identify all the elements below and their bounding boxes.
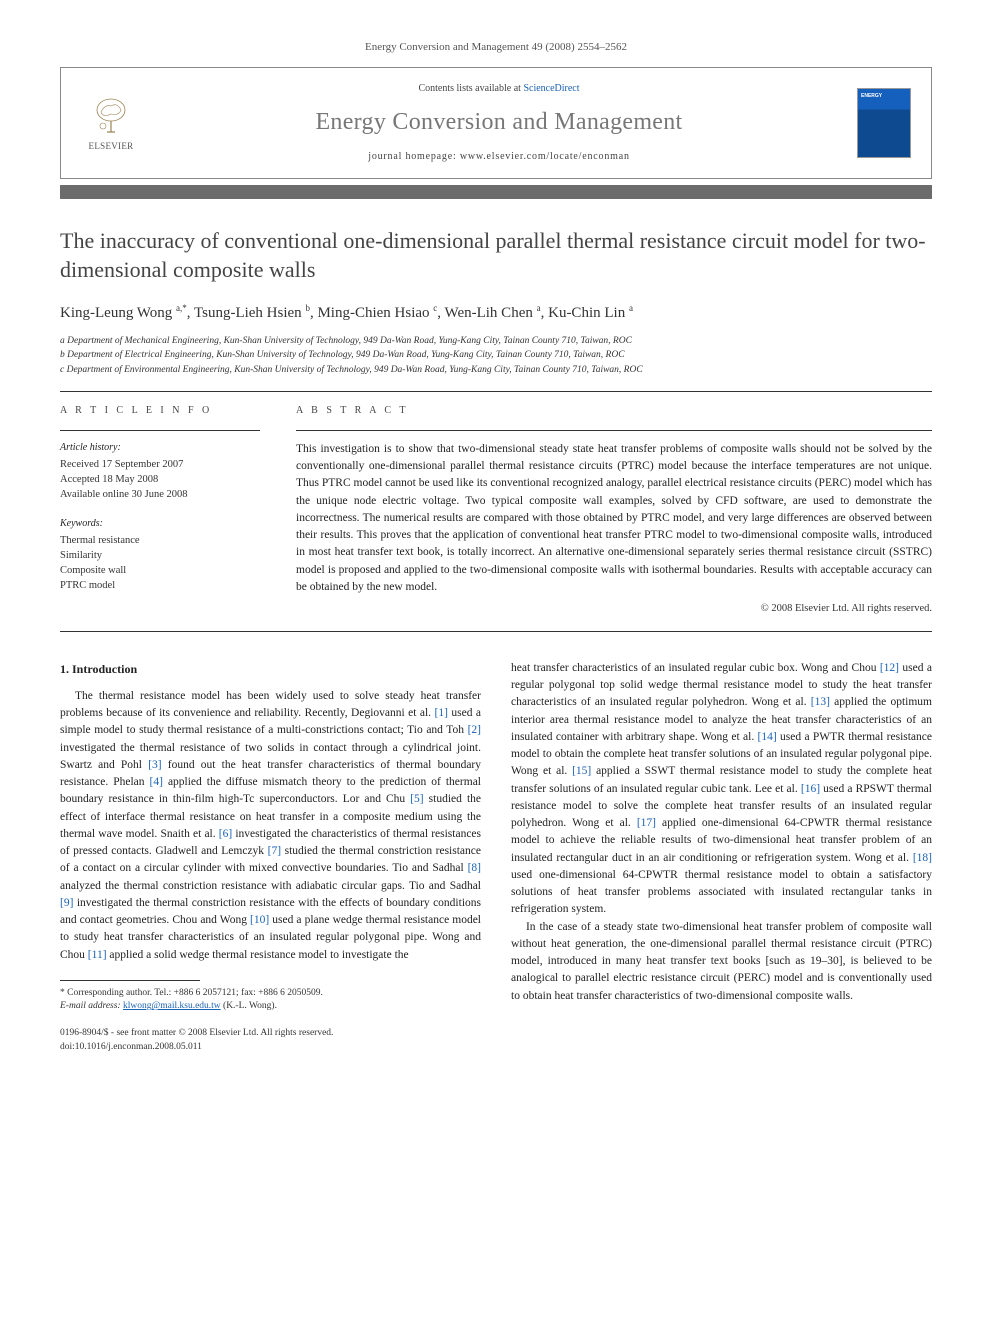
- abstract-text: This investigation is to show that two-d…: [296, 441, 932, 596]
- history-received: Received 17 September 2007: [60, 457, 260, 472]
- elsevier-name: ELSEVIER: [89, 140, 134, 153]
- rule-bottom: [60, 631, 932, 632]
- keywords-label: Keywords:: [60, 517, 260, 531]
- keyword-4: PTRC model: [60, 578, 260, 593]
- journal-homepage-line: journal homepage: www.elsevier.com/locat…: [141, 150, 857, 164]
- corresponding-author-footnote: * Corresponding author. Tel.: +886 6 205…: [60, 987, 481, 1014]
- article-history-label: Article history:: [60, 441, 260, 455]
- column-right: heat transfer characteristics of an insu…: [511, 660, 932, 1054]
- section-1-heading: 1. Introduction: [60, 660, 481, 678]
- history-accepted: Accepted 18 May 2008: [60, 472, 260, 487]
- body-columns: 1. Introduction The thermal resistance m…: [60, 660, 932, 1054]
- rule-info: [60, 430, 260, 431]
- keyword-2: Similarity: [60, 548, 260, 563]
- article-info-heading: A R T I C L E I N F O: [60, 404, 260, 418]
- abstract-block: A B S T R A C T This investigation is to…: [296, 404, 932, 617]
- doi-line: doi:10.1016/j.enconman.2008.05.011: [60, 1041, 481, 1054]
- email-label: E-mail address:: [60, 1001, 121, 1011]
- keyword-1: Thermal resistance: [60, 533, 260, 548]
- homepage-url: www.elsevier.com/locate/enconman: [460, 151, 630, 162]
- affiliations: a Department of Mechanical Engineering, …: [60, 334, 932, 377]
- article-info-block: A R T I C L E I N F O Article history: R…: [60, 404, 260, 617]
- keyword-3: Composite wall: [60, 563, 260, 578]
- author-list: King-Leung Wong a,*, Tsung-Lieh Hsien b,…: [60, 302, 932, 324]
- journal-reference: Energy Conversion and Management 49 (200…: [60, 40, 932, 55]
- contents-available-line: Contents lists available at ScienceDirec…: [141, 82, 857, 96]
- affiliation-b: b Department of Electrical Engineering, …: [60, 348, 932, 362]
- history-online: Available online 30 June 2008: [60, 487, 260, 502]
- email-attribution: (K.-L. Wong).: [223, 1001, 277, 1011]
- intro-para-2a: heat transfer characteristics of an insu…: [511, 660, 932, 919]
- journal-title: Energy Conversion and Management: [141, 106, 857, 140]
- homepage-prefix: journal homepage:: [368, 151, 460, 162]
- header-center: Contents lists available at ScienceDirec…: [141, 82, 857, 164]
- intro-para-1: The thermal resistance model has been wi…: [60, 688, 481, 964]
- elsevier-logo: ELSEVIER: [81, 94, 141, 153]
- footnote-separator: [60, 980, 200, 981]
- abstract-copyright: © 2008 Elsevier Ltd. All rights reserved…: [296, 602, 932, 617]
- journal-cover-thumbnail: [857, 88, 911, 158]
- article-title: The inaccuracy of conventional one-dimen…: [60, 227, 932, 284]
- front-matter-line: 0196-8904/$ - see front matter © 2008 El…: [60, 1027, 481, 1040]
- corr-email-link[interactable]: klwong@mail.ksu.edu.tw: [123, 1001, 221, 1011]
- elsevier-tree-icon: [89, 94, 133, 138]
- contents-prefix: Contents lists available at: [418, 83, 523, 94]
- affiliation-c: c Department of Environmental Engineerin…: [60, 363, 932, 377]
- sciencedirect-link[interactable]: ScienceDirect: [523, 83, 579, 94]
- doi-block: 0196-8904/$ - see front matter © 2008 El…: [60, 1027, 481, 1054]
- rule-abstract: [296, 430, 932, 431]
- journal-header-box: ELSEVIER Contents lists available at Sci…: [60, 67, 932, 179]
- column-left: 1. Introduction The thermal resistance m…: [60, 660, 481, 1054]
- header-divider-bar: [60, 185, 932, 199]
- intro-para-2b: In the case of a steady state two-dimens…: [511, 919, 932, 1005]
- affiliation-a: a Department of Mechanical Engineering, …: [60, 334, 932, 348]
- abstract-heading: A B S T R A C T: [296, 404, 932, 418]
- corr-author-line: * Corresponding author. Tel.: +886 6 205…: [60, 987, 481, 1000]
- article-meta-row: A R T I C L E I N F O Article history: R…: [60, 392, 932, 631]
